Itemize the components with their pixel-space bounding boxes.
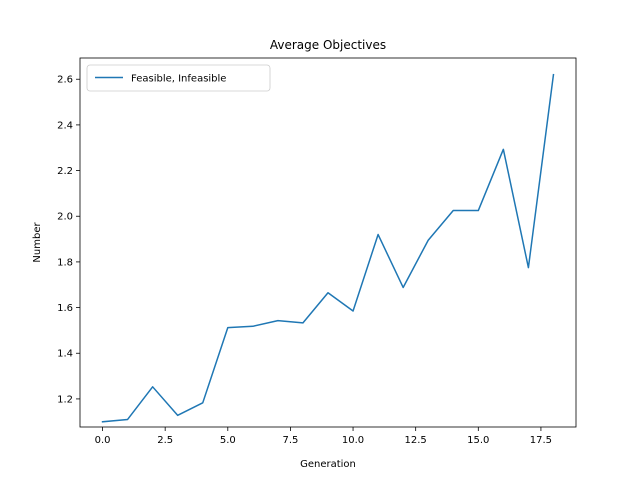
legend-frame [86,64,271,92]
legend: Feasible, Infeasible [86,64,271,92]
x-tick-label: 15.0 [467,435,489,446]
x-tick-label: 0.0 [95,435,111,446]
x-axis-label: Generation [300,459,356,470]
y-tick-label: 2.2 [57,166,73,177]
x-tick-label: 12.5 [405,435,427,446]
y-tick-label: 2.0 [57,212,73,223]
y-tick-label: 1.6 [57,303,73,314]
y-tick-label: 2.4 [57,120,73,131]
x-tick-label: 2.5 [157,435,173,446]
y-tick-label: 1.4 [57,349,73,360]
x-tick-label: 10.0 [342,435,364,446]
x-axis-ticks: 0.0 2.5 5.0 7.5 10.0 12.5 15.0 17.5 [95,427,552,446]
y-tick-label: 1.8 [57,257,73,268]
x-tick-label: 7.5 [282,435,298,446]
y-axis-label: Number [32,222,43,263]
y-tick-label: 1.2 [57,394,73,405]
y-tick-label: 2.6 [57,75,73,86]
legend-entry: Feasible, Infeasible [131,74,226,85]
x-tick-label: 5.0 [220,435,236,446]
plot-area: 0.0 2.5 5.0 7.5 10.0 12.5 15.0 17.5 1.21.41.61.… [57,57,577,446]
chart-title: Average Objectives [270,38,386,52]
series-layer [101,73,555,423]
x-tick-label: 17.5 [530,435,552,446]
axes-frame [79,57,577,428]
series-line [101,73,555,423]
y-axis-ticks: 1.2 1.4 1.6 1.8 2.0 2.2 2.4 2.6 [57,75,80,405]
